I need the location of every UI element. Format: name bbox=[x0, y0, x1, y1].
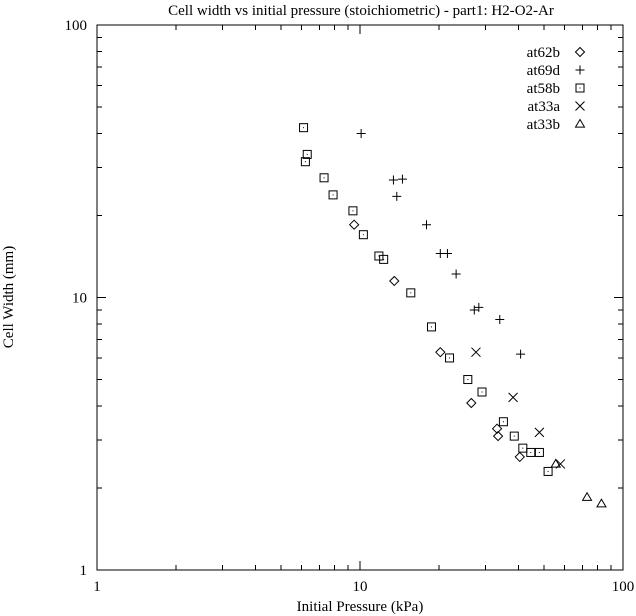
data-point-plus bbox=[356, 128, 366, 138]
data-point-square bbox=[348, 206, 358, 216]
legend-marker-diamond bbox=[574, 46, 586, 58]
data-point-square bbox=[300, 157, 310, 167]
data-point-square bbox=[319, 173, 329, 183]
data-points bbox=[299, 123, 607, 508]
data-point-plus bbox=[442, 249, 452, 259]
y-tick-label: 100 bbox=[65, 18, 88, 34]
data-point-plus bbox=[516, 349, 526, 359]
data-point-square bbox=[379, 254, 389, 264]
data-point-square bbox=[328, 190, 338, 200]
data-point-diamond bbox=[466, 397, 477, 409]
data-point-diamond bbox=[492, 430, 504, 442]
y-axis-label: Cell Width (mm) bbox=[1, 246, 17, 348]
data-point-square bbox=[358, 230, 368, 240]
data-point-plus bbox=[397, 174, 407, 184]
data-point-square bbox=[374, 251, 384, 261]
x-tick-label: 1 bbox=[93, 579, 101, 595]
data-point-square bbox=[406, 288, 416, 298]
data-point-square bbox=[543, 466, 553, 476]
data-point-square bbox=[426, 322, 436, 332]
data-point-plus bbox=[392, 191, 402, 201]
data-point-square bbox=[302, 149, 312, 159]
axis-ticks bbox=[96, 25, 623, 571]
data-point-diamond bbox=[514, 451, 525, 463]
legend-marker-triangle bbox=[574, 118, 586, 128]
series-at58b bbox=[299, 123, 553, 476]
data-point-square bbox=[463, 375, 473, 385]
data-point-triangle bbox=[581, 491, 593, 501]
series-at62b bbox=[348, 219, 525, 463]
data-point-triangle bbox=[596, 498, 607, 508]
legend-label: at62b bbox=[527, 45, 560, 61]
legend-marker-cross bbox=[575, 101, 585, 111]
data-point-plus bbox=[451, 269, 461, 279]
data-point-square bbox=[445, 353, 455, 363]
legend-label: at58b bbox=[527, 81, 560, 97]
data-point-plus bbox=[388, 175, 398, 185]
data-point-square bbox=[509, 431, 519, 441]
series-at69d bbox=[356, 128, 526, 359]
data-point-cross bbox=[508, 392, 518, 403]
data-point-plus bbox=[474, 302, 484, 312]
data-point-plus bbox=[495, 315, 505, 325]
data-point-square bbox=[518, 443, 528, 453]
x-axis-label: Initial Pressure (kPa) bbox=[297, 599, 424, 615]
legend-label: at33b bbox=[527, 117, 560, 133]
data-point-square bbox=[498, 417, 508, 427]
y-tick-label: 10 bbox=[72, 291, 87, 307]
legend: at62b at69d at58b at33a at33b bbox=[527, 45, 586, 133]
x-tick-label: 10 bbox=[353, 579, 368, 595]
series-at33b bbox=[550, 458, 607, 508]
legend-marker-plus bbox=[575, 65, 585, 75]
data-point-cross bbox=[534, 427, 545, 438]
data-point-plus bbox=[422, 220, 431, 230]
legend-marker-square bbox=[575, 83, 585, 93]
x-tick-label: 100 bbox=[612, 579, 635, 595]
data-point-square bbox=[299, 123, 309, 133]
data-point-diamond bbox=[435, 346, 446, 358]
data-point-diamond bbox=[348, 219, 360, 230]
legend-label: at69d bbox=[527, 63, 561, 79]
chart-title: Cell width vs initial pressure (stoichio… bbox=[168, 3, 554, 19]
data-point-diamond bbox=[389, 275, 400, 287]
data-point-square bbox=[526, 447, 536, 457]
data-point-plus bbox=[469, 305, 479, 315]
data-point-square bbox=[534, 447, 544, 457]
legend-label: at33a bbox=[528, 99, 561, 115]
data-point-cross bbox=[471, 347, 481, 358]
y-tick-label: 1 bbox=[80, 563, 88, 579]
axis-tick-labels: 1 10 100 1 10 100 bbox=[65, 18, 635, 595]
series-at33a bbox=[471, 347, 566, 469]
data-point-triangle bbox=[550, 458, 562, 468]
data-point-square bbox=[477, 387, 487, 397]
